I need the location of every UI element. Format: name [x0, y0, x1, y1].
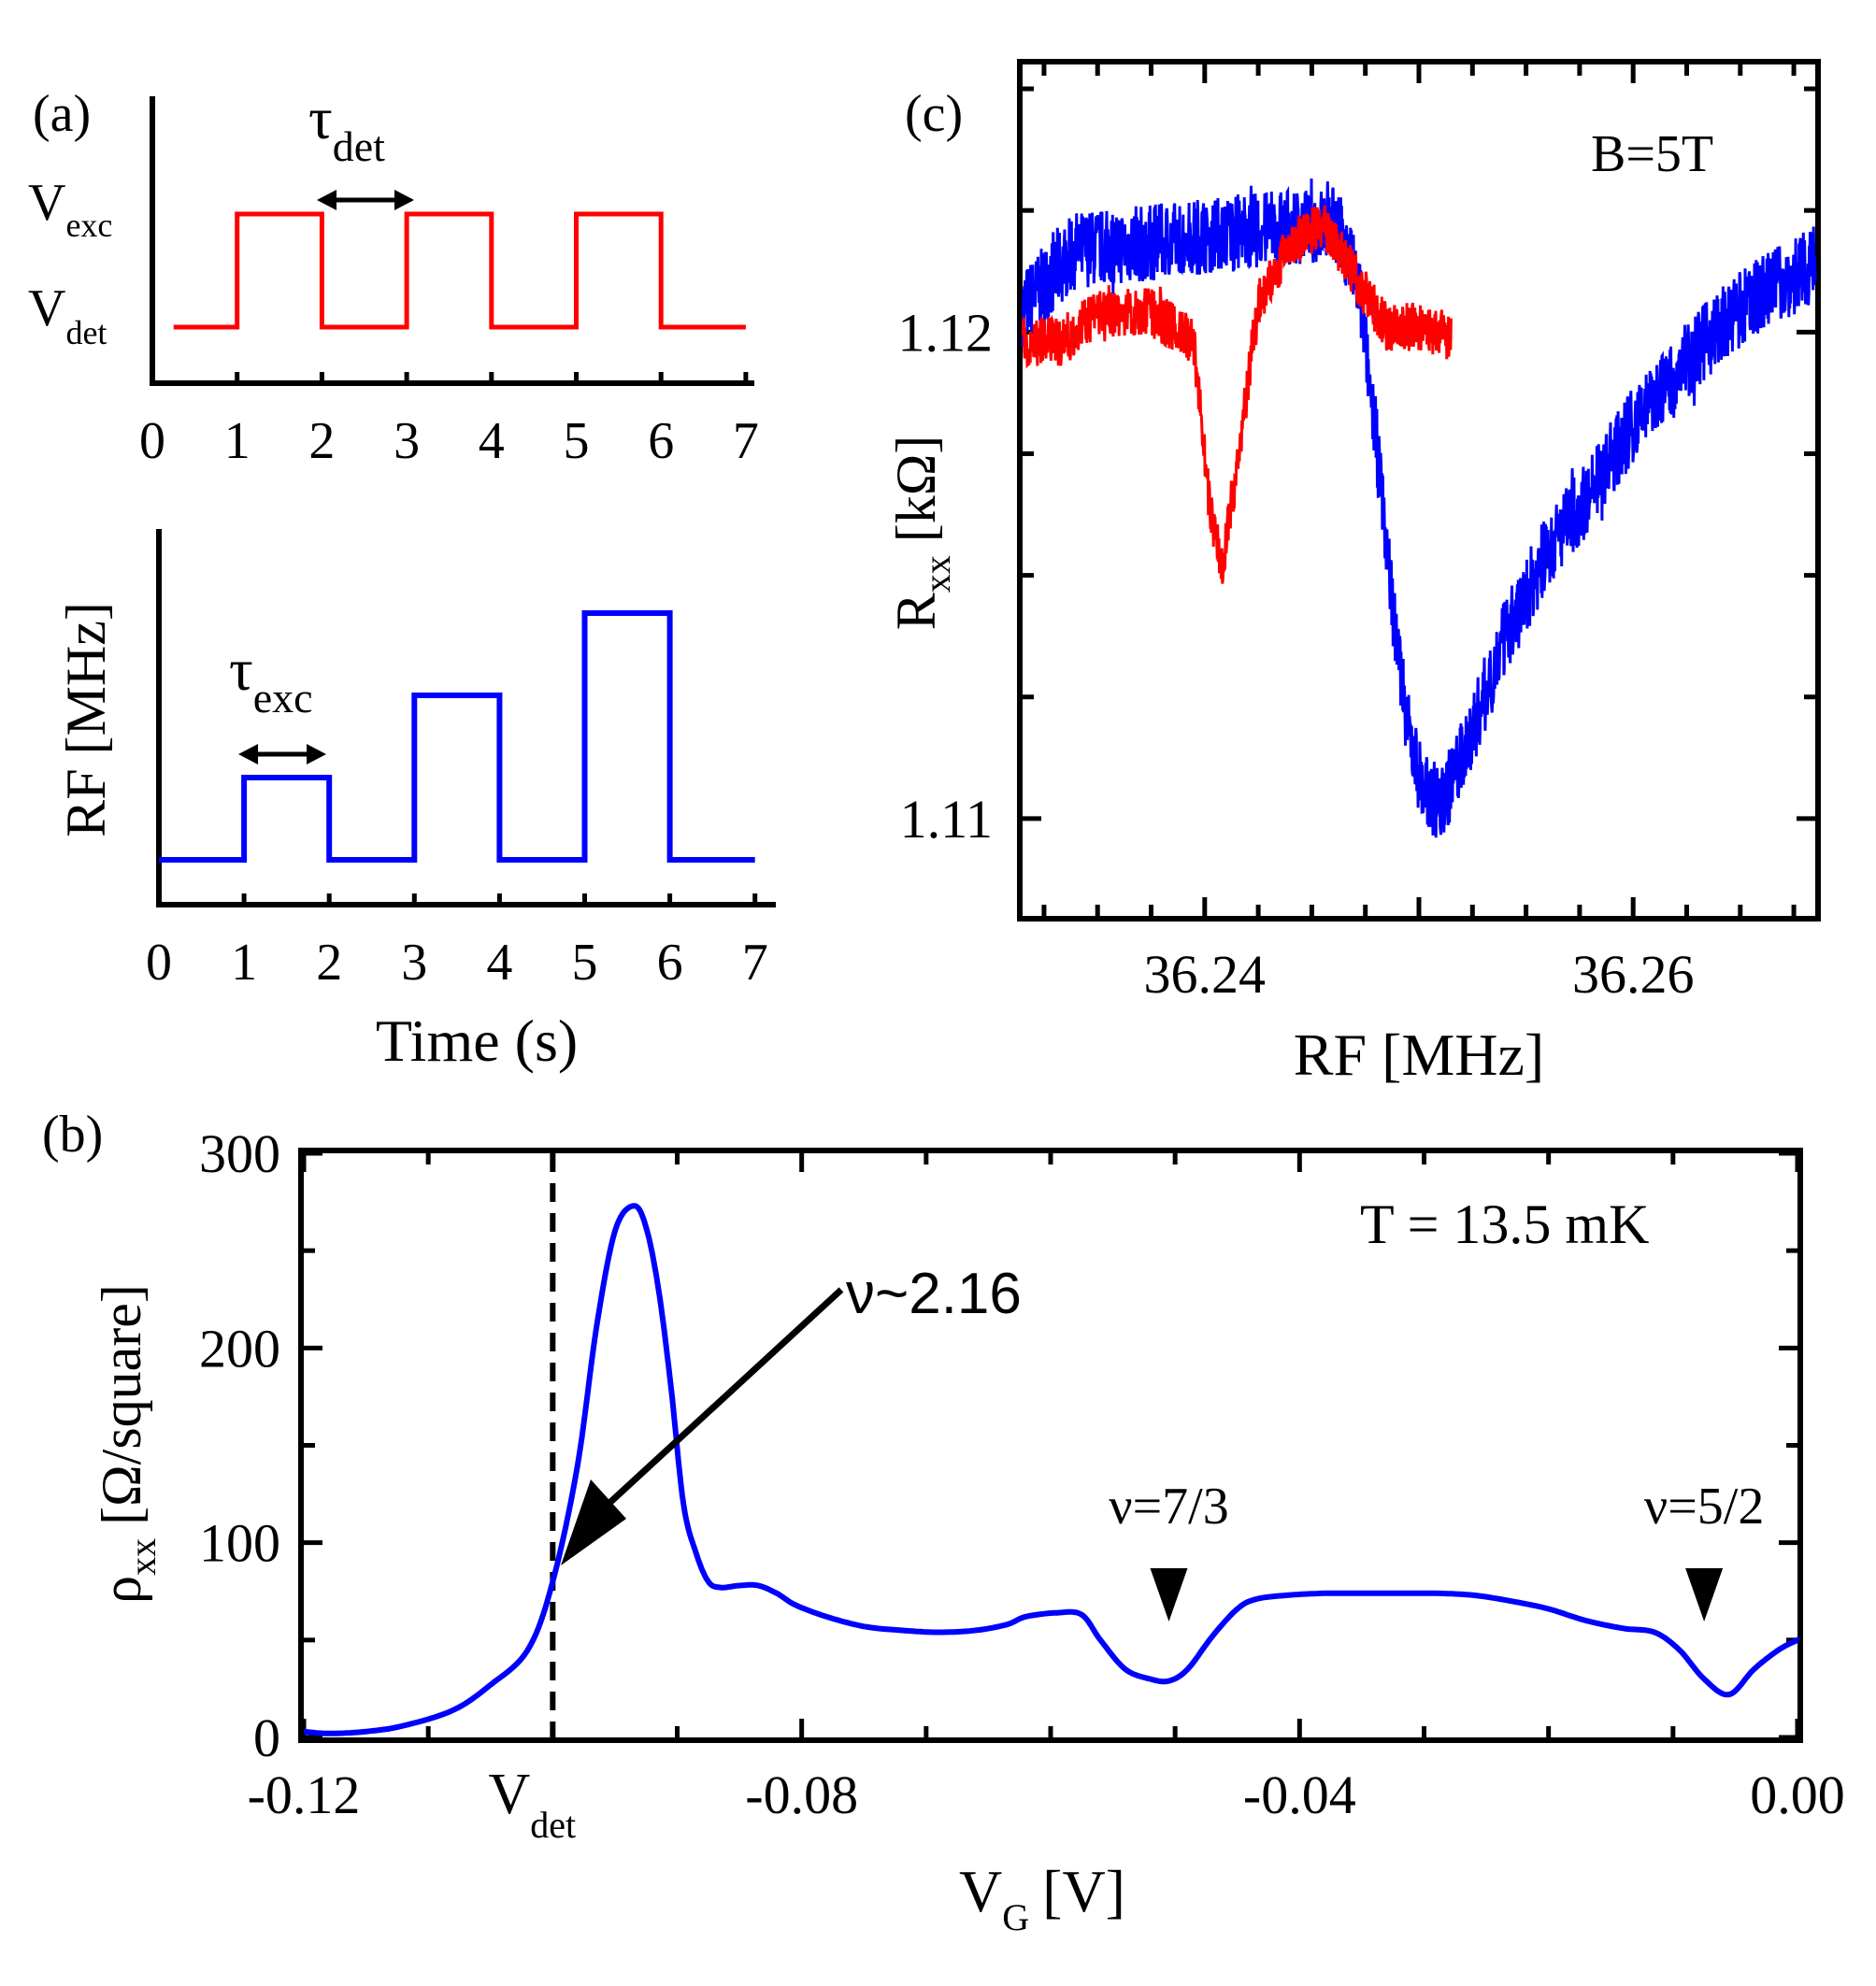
- panel-a-x-tick-label: 4: [479, 412, 505, 470]
- panel-b-y-tick-label: 300: [199, 1123, 280, 1184]
- panel-c: (c) 36.24 36.26 1.11 1.12 B=5T RF [MHz] Rxx…: [885, 59, 1821, 1088]
- panel-b-nu-arrow: [561, 1287, 844, 1565]
- panel-b-x-tick-label: -0.04: [1243, 1765, 1356, 1825]
- panel-a2-tau-exc-label: τexc: [229, 636, 313, 722]
- panel-c-traces: [1021, 178, 1817, 838]
- panel-a2-x-tick-label: 6: [657, 934, 683, 992]
- panel-b-y-axis-label: ρxx[Ω/square]: [91, 1284, 164, 1604]
- panel-a-x-tick-label: 0: [139, 412, 165, 470]
- panel-a-high-level-label: Vexc: [28, 174, 112, 244]
- panel-a-x-tick-label: 3: [394, 412, 420, 470]
- panel-b-temperature-annotation: T = 13.5 mK: [1360, 1193, 1649, 1255]
- panel-a2-x-tick-label: 0: [146, 934, 172, 992]
- panel-a2-y-axis-label: RF [MHz]: [55, 602, 117, 837]
- panel-b-y-tick-label: 200: [199, 1318, 280, 1379]
- panel-b-frame: [298, 1148, 1803, 1743]
- panel-a2-x-axis-label: Time (s): [376, 1007, 578, 1074]
- panel-b-marker-triangle: [1150, 1568, 1188, 1622]
- panel-b-x-tick-label: -0.12: [248, 1765, 361, 1825]
- panel-a-x-tick-label: 2: [308, 412, 335, 470]
- panel-b-x-tick-label: 0.00: [1750, 1765, 1845, 1825]
- panel-a2-x-tick-label: 1: [231, 934, 257, 992]
- panel-a-red-pulse-trace: [173, 211, 746, 330]
- panel-c-x-tick-label: 36.24: [1144, 944, 1267, 1005]
- panel-c-x-axis-label: RF [MHz]: [1294, 1022, 1544, 1088]
- panel-b-marker-label: ν=5/2: [1644, 1478, 1764, 1536]
- panel-a2-x-tick-label: 5: [572, 934, 598, 992]
- panel-c-ticks: 36.24 36.26 1.11 1.12: [898, 64, 1815, 1005]
- panel-a2-double-arrow: [238, 744, 326, 764]
- panel-b-y-tick-label: 100: [199, 1513, 280, 1574]
- panel-a2-x-tick-label: 4: [486, 934, 512, 992]
- panel-a2-x-ticks: 0 1 2 3 4 5 6 7: [146, 893, 768, 992]
- panel-b-ticks: -0.12 -0.08 -0.04 0.00 Vdet 0 100 200 300: [199, 1123, 1845, 1846]
- panel-a2-x-tick-label: 3: [401, 934, 427, 992]
- panel-c-label: (c): [905, 85, 963, 143]
- panel-a-x-tick-label: 7: [733, 412, 759, 470]
- panel-c-x-tick-label: 36.26: [1572, 944, 1695, 1005]
- panel-c-trace-blue: [1021, 178, 1817, 838]
- panel-b-label: (b): [42, 1106, 103, 1164]
- panel-b-rho-xx-trace: [302, 1203, 1800, 1736]
- panel-c-y-tick-label: 1.11: [900, 789, 993, 850]
- panel-a-x-tick-label: 6: [648, 412, 674, 470]
- panel-b-vdet-label: Vdet: [489, 1763, 577, 1846]
- panel-b: (b) -0.12 -0.08 -0.04 0.00 Vdet 0 100 200 300 ν=…: [42, 1106, 1845, 1938]
- panel-a-label: (a): [33, 85, 91, 143]
- panel-b-marker-triangle: [1685, 1568, 1724, 1622]
- panel-a-x-tick-label: 5: [564, 412, 590, 470]
- panel-b-marker-label: ν=7/3: [1109, 1478, 1228, 1536]
- panel-c-y-tick-label: 1.12: [898, 302, 994, 363]
- panel-a-low-level-label: Vdet: [28, 279, 107, 351]
- panel-a2: 0 1 2 3 4 5 6 7 RF [MHz] Time (s) τexc: [55, 529, 776, 1074]
- panel-a-double-arrow: [317, 190, 414, 210]
- panel-c-annotation: B=5T: [1591, 125, 1713, 183]
- panel-a-tau-det-label: τdet: [308, 85, 385, 170]
- panel-b-x-axis-label: VG [V]: [959, 1858, 1125, 1938]
- panel-b-nu-annotation: ν~2.16: [846, 1262, 1022, 1326]
- panel-a2-blue-pulse-trace: [159, 610, 755, 863]
- panel-b-x-tick-label: -0.08: [745, 1765, 858, 1825]
- panel-a2-x-tick-label: 7: [742, 934, 768, 992]
- panel-c-frame: [1017, 59, 1821, 922]
- panel-a-x-tick-label: 1: [224, 412, 251, 470]
- panel-c-trace-red: [1021, 205, 1453, 584]
- panel-c-y-axis-label: Rxx[kΩ]: [885, 436, 958, 631]
- panel-b-markers: ν=7/3 ν=5/2: [1109, 1478, 1764, 1622]
- panel-b-y-tick-label: 0: [253, 1707, 280, 1768]
- panel-a2-x-tick-label: 2: [316, 934, 342, 992]
